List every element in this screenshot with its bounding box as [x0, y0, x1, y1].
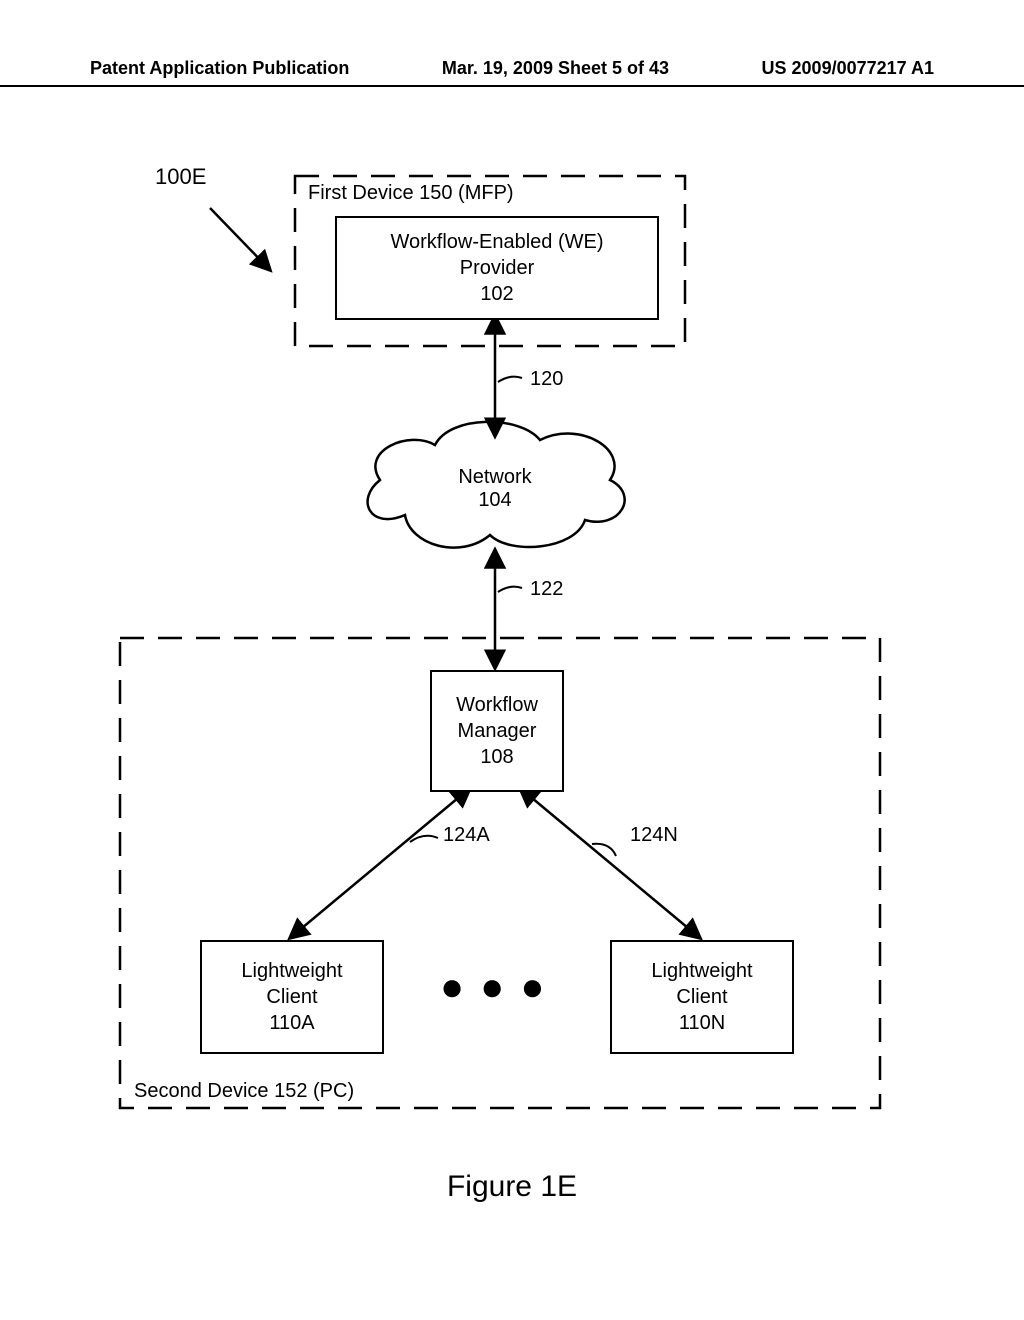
- conn-124N-line: [520, 788, 700, 938]
- conn-124A-label: 124A: [443, 824, 490, 847]
- provider-box: Workflow-Enabled (WE) Provider 102: [335, 216, 659, 320]
- clientA-line3: 110A: [202, 1010, 382, 1036]
- clientA-line1: Lightweight: [202, 958, 382, 984]
- device1-title: First Device 150 (MFP): [308, 182, 514, 205]
- ref-100e-label: 100E: [155, 164, 206, 190]
- conn-124A-hook: [410, 836, 438, 842]
- figure-title: Figure 1E: [0, 1170, 1024, 1204]
- manager-line2: Manager: [432, 718, 562, 744]
- header-right: US 2009/0077217 A1: [762, 58, 934, 79]
- ellipsis-dots: ●●●: [440, 965, 560, 1010]
- manager-line1: Workflow: [432, 692, 562, 718]
- conn-124N-label: 124N: [630, 824, 678, 847]
- provider-line1: Workflow-Enabled (WE): [337, 229, 657, 255]
- header-left: Patent Application Publication: [90, 58, 349, 79]
- clientN-line2: Client: [612, 984, 792, 1010]
- clientA-line2: Client: [202, 984, 382, 1010]
- clientA-box: Lightweight Client 110A: [200, 940, 384, 1054]
- provider-line2: Provider: [337, 255, 657, 281]
- conn-122-hook: [498, 587, 522, 592]
- ref-arrow-line: [210, 208, 270, 270]
- diagram-canvas: 100E First Device 150 (MFP) Workflow-Ena…: [100, 160, 924, 1160]
- manager-line3: 108: [432, 744, 562, 770]
- manager-box: Workflow Manager 108: [430, 670, 564, 792]
- device2-title: Second Device 152 (PC): [134, 1080, 354, 1103]
- clientN-line1: Lightweight: [612, 958, 792, 984]
- network-line2: 104: [450, 489, 540, 512]
- provider-line3: 102: [337, 281, 657, 307]
- network-label: Network 104: [450, 466, 540, 512]
- conn-124A-line: [290, 788, 470, 938]
- page-header: Patent Application Publication Mar. 19, …: [0, 58, 1024, 87]
- conn-120-label: 120: [530, 368, 563, 391]
- network-line1: Network: [450, 466, 540, 489]
- clientN-box: Lightweight Client 110N: [610, 940, 794, 1054]
- conn-122-label: 122: [530, 578, 563, 601]
- page: Patent Application Publication Mar. 19, …: [0, 0, 1024, 1320]
- header-center: Mar. 19, 2009 Sheet 5 of 43: [442, 58, 669, 79]
- conn-120-hook: [498, 377, 522, 382]
- clientN-line3: 110N: [612, 1010, 792, 1036]
